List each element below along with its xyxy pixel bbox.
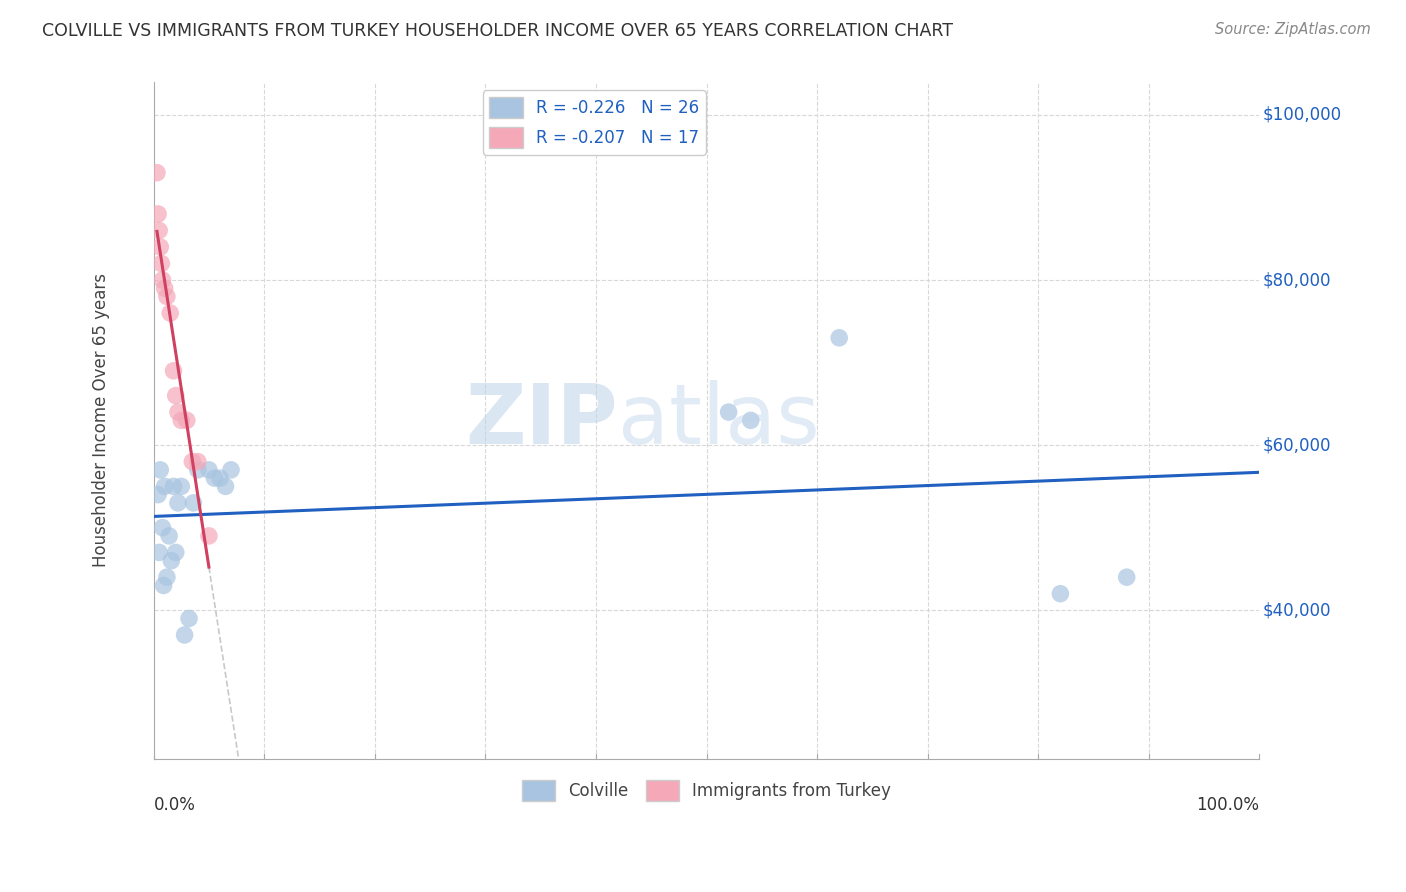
Point (204, 471, 226, 485)
Point (1115, 570, 1137, 584)
Text: Householder Income Over 65 years: Householder Income Over 65 years (91, 273, 110, 567)
Point (1049, 587, 1071, 601)
Text: atlas: atlas (619, 380, 820, 461)
Point (150, 256, 173, 270)
Point (156, 570, 179, 584)
Point (187, 463, 209, 477)
Point (717, 405, 740, 419)
Point (149, 463, 172, 477)
Legend: Colville, Immigrants from Turkey: Colville, Immigrants from Turkey (515, 773, 898, 808)
Text: $100,000: $100,000 (1263, 106, 1341, 124)
Point (153, 479, 176, 493)
Point (170, 413, 193, 427)
Point (170, 479, 193, 493)
Point (152, 578, 174, 592)
Text: $60,000: $60,000 (1263, 436, 1331, 454)
Point (198, 463, 221, 477)
Point (176, 413, 198, 427)
Point (160, 554, 183, 568)
Point (740, 413, 762, 427)
Point (165, 388, 187, 402)
Point (208, 471, 231, 485)
Point (162, 479, 184, 493)
Point (165, 545, 187, 559)
Point (159, 306, 181, 320)
Point (146, 207, 169, 221)
Point (162, 364, 184, 378)
Point (152, 273, 174, 287)
Point (173, 628, 195, 642)
Point (152, 521, 174, 535)
Point (219, 463, 242, 477)
Point (149, 240, 172, 254)
Point (181, 455, 204, 469)
Point (167, 405, 190, 419)
Text: 0.0%: 0.0% (153, 796, 195, 814)
Text: Source: ZipAtlas.com: Source: ZipAtlas.com (1215, 22, 1371, 37)
Point (187, 455, 209, 469)
Point (157, 529, 180, 543)
Text: COLVILLE VS IMMIGRANTS FROM TURKEY HOUSEHOLDER INCOME OVER 65 YEARS CORRELATION : COLVILLE VS IMMIGRANTS FROM TURKEY HOUSE… (42, 22, 953, 40)
Point (167, 496, 190, 510)
Text: ZIP: ZIP (465, 380, 619, 461)
Point (146, 166, 169, 180)
Point (214, 479, 236, 493)
Point (146, 488, 169, 502)
Point (183, 496, 205, 510)
Point (198, 529, 221, 543)
Point (148, 545, 170, 559)
Text: 100.0%: 100.0% (1197, 796, 1260, 814)
Point (177, 611, 200, 625)
Point (156, 289, 179, 303)
Point (148, 223, 170, 237)
Point (153, 281, 176, 295)
Text: $40,000: $40,000 (1263, 601, 1331, 619)
Point (828, 331, 851, 345)
Text: $80,000: $80,000 (1263, 271, 1331, 289)
